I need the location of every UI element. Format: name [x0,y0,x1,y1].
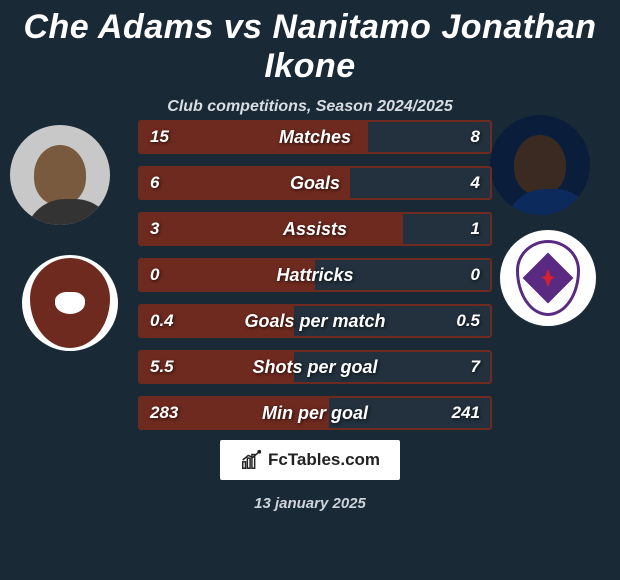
stat-label: Goals per match [140,306,490,336]
player2-name: Nanitamo Jonathan Ikone [264,8,596,85]
player2-avatar [490,115,590,215]
player1-name: Che Adams [23,8,213,46]
stat-label: Matches [140,122,490,152]
stat-row: 5.5Shots per goal7 [138,350,492,384]
subtitle: Club competitions, Season 2024/2025 [0,98,620,116]
branding-badge[interactable]: FcTables.com [220,440,400,480]
stat-value-right: 0 [471,260,480,290]
stat-row: 0Hattricks0 [138,258,492,292]
stat-row: 3Assists1 [138,212,492,246]
comparison-title: Che Adams vs Nanitamo Jonathan Ikone [0,0,620,86]
player2-club-crest [500,230,596,326]
stat-label: Shots per goal [140,352,490,382]
fiorentina-icon [541,269,555,287]
stat-label: Hattricks [140,260,490,290]
vs-separator: vs [224,8,263,46]
comparison-date: 13 january 2025 [0,495,620,512]
stat-value-right: 8 [471,122,480,152]
stat-label: Goals [140,168,490,198]
player2-silhouette [505,135,575,215]
branding-text: FcTables.com [268,450,380,470]
stat-value-right: 0.5 [456,306,480,336]
stat-label: Assists [140,214,490,244]
stat-row: 6Goals4 [138,166,492,200]
stat-value-right: 241 [452,398,480,428]
stat-row: 283Min per goal241 [138,396,492,430]
stat-value-right: 7 [471,352,480,382]
stat-label: Min per goal [140,398,490,428]
stat-value-right: 4 [471,168,480,198]
stats-table: 15Matches8 6Goals4 3Assists1 0Hattricks0 0.4… [138,120,492,442]
stat-value-right: 1 [471,214,480,244]
stat-row: 0.4Goals per match0.5 [138,304,492,338]
stat-row: 15Matches8 [138,120,492,154]
fctables-logo-icon [240,449,262,471]
player1-club-crest [22,255,118,351]
player1-silhouette [25,145,95,225]
torino-icon [55,292,85,314]
player1-avatar [10,125,110,225]
